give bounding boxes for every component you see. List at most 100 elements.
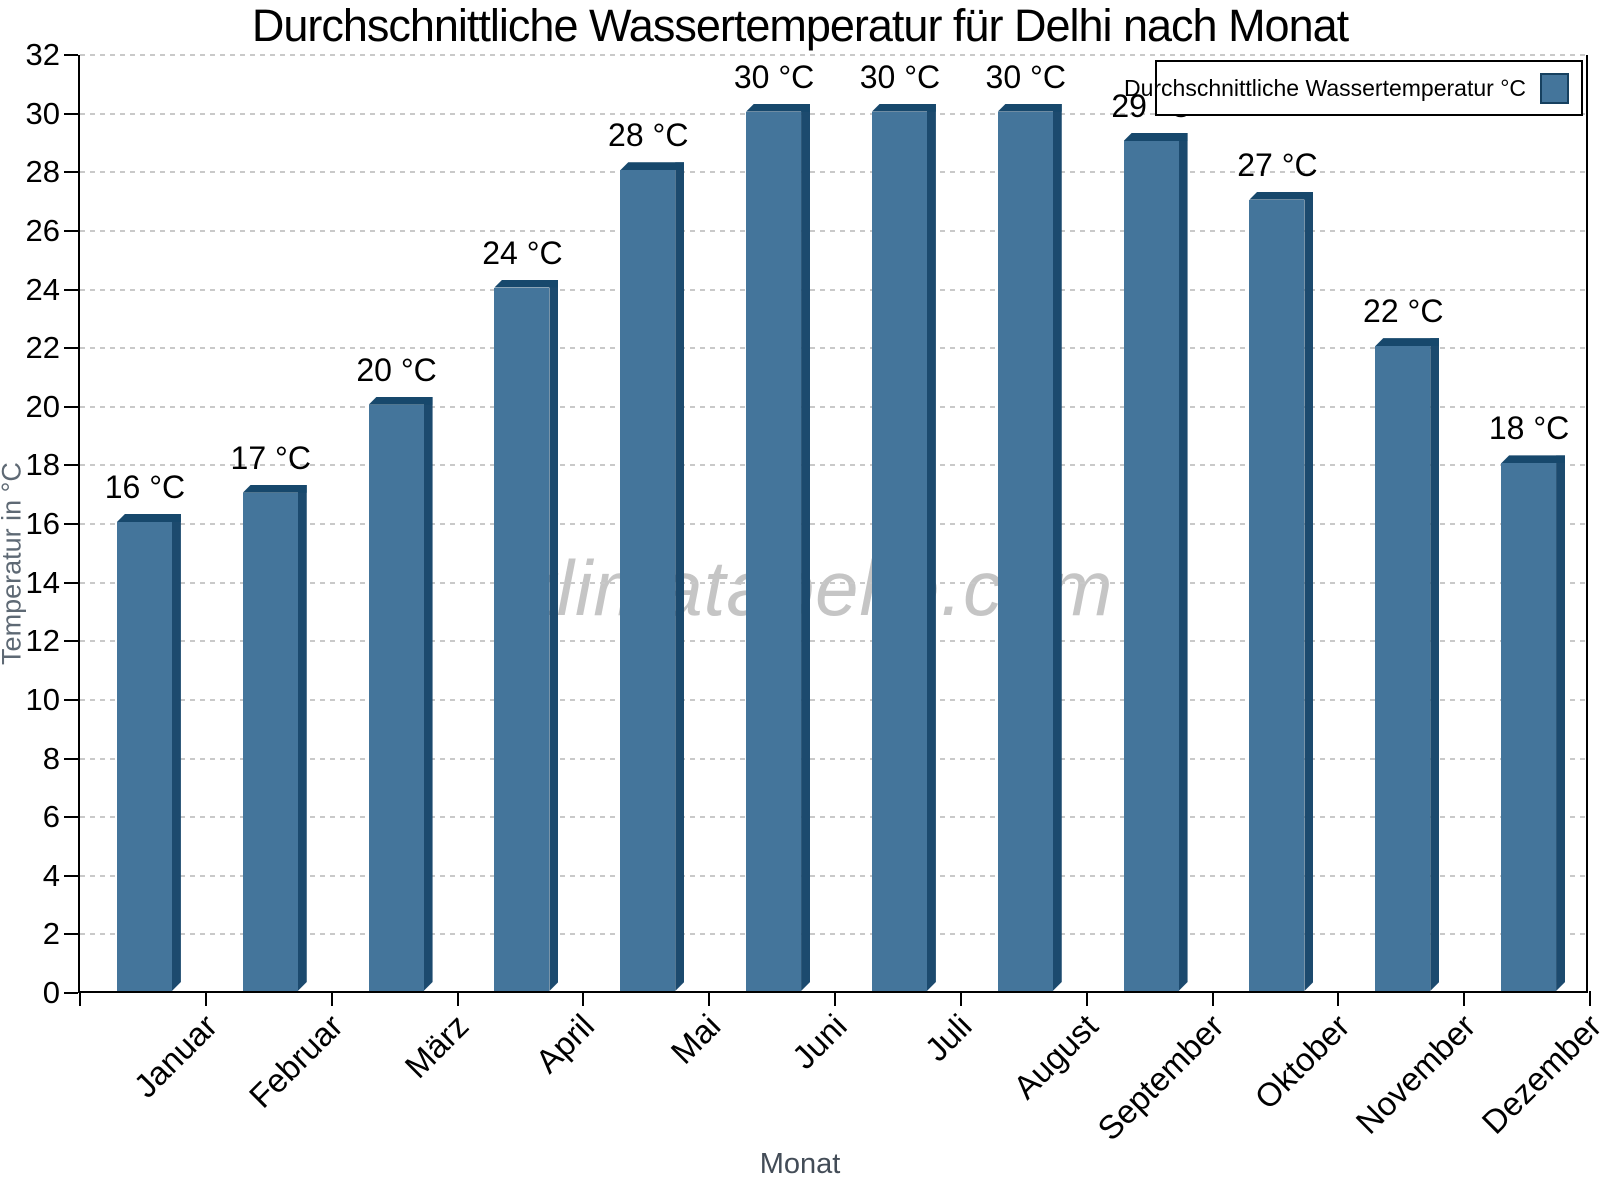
- bar-januar: [116, 514, 181, 991]
- y-tick-28: [64, 171, 78, 174]
- x-tick-7: [959, 991, 962, 1006]
- legend: Durchschnittliche Wassertemperatur °C: [1124, 60, 1583, 116]
- bar-side-face: [298, 485, 307, 991]
- y-tick-label-10: 10: [25, 681, 60, 717]
- bar-front-face: [1123, 140, 1179, 991]
- bar-top-face: [494, 279, 559, 288]
- bar-top-face: [1249, 191, 1314, 200]
- x-tick-label-text: Februar: [242, 1007, 350, 1115]
- y-tick-label-0: 0: [42, 975, 60, 1010]
- x-tick-label-text: Oktober: [1247, 1007, 1357, 1117]
- bar-top-face: [1123, 132, 1188, 141]
- y-tick-label-4: 4: [42, 857, 60, 893]
- chart-title: Durchschnittliche Wassertemperatur für D…: [251, 0, 1349, 51]
- x-tick-10: [1337, 991, 1340, 1006]
- bar-juli: [871, 103, 936, 991]
- x-tick-5: [708, 991, 711, 1006]
- x-tick-1: [204, 991, 207, 1006]
- y-tick-label-14: 14: [25, 564, 60, 600]
- gridline-18: [80, 464, 1586, 467]
- bar-top-face: [871, 103, 936, 112]
- y-tick-label-24: 24: [25, 271, 60, 307]
- legend-swatch-icon: [1540, 72, 1569, 104]
- y-tick-label-2: 2: [42, 916, 60, 952]
- bar-side-face: [1304, 192, 1313, 991]
- y-tick-26: [64, 229, 78, 232]
- x-tick-12: [1589, 991, 1591, 1006]
- bar-value-label-april: 24 °C: [482, 234, 563, 271]
- y-tick-18: [64, 464, 78, 467]
- bar-value-label-november: 22 °C: [1363, 293, 1444, 330]
- x-tick-label-text: März: [397, 1007, 476, 1086]
- x-tick-8: [1085, 991, 1088, 1006]
- x-tick-label-text: September: [1090, 1007, 1231, 1148]
- x-tick-2: [330, 991, 333, 1006]
- bar-side-face: [1556, 455, 1565, 991]
- bar-top-face: [368, 396, 433, 405]
- x-tick-label-text: April: [528, 1007, 602, 1080]
- bar-value-label-dezember: 18 °C: [1488, 410, 1570, 447]
- plot-area: klimatabelle.com 16 °C 17 °C 20 °C 24 °C 28 …: [64, 54, 1591, 1006]
- bar-top-face: [620, 162, 685, 171]
- bar-side-face: [1430, 338, 1439, 991]
- bar-front-face: [871, 111, 927, 991]
- y-tick-4: [64, 874, 78, 877]
- y-tick-30: [64, 112, 78, 115]
- bar-top-face: [116, 514, 181, 522]
- bar-side-face: [675, 162, 684, 991]
- bar-side-face: [172, 514, 181, 991]
- gridline-24: [80, 288, 1586, 291]
- bar-front-face: [620, 170, 676, 991]
- x-tick-label-text: November: [1348, 1007, 1483, 1141]
- gridline-4: [80, 874, 1586, 877]
- bar-oktober: [1249, 191, 1314, 991]
- y-tick-2: [64, 933, 78, 936]
- gridline-22: [80, 347, 1586, 350]
- y-tick-label-18: 18: [25, 447, 60, 483]
- gridline-2: [80, 933, 1586, 936]
- bar-top-face: [1375, 338, 1440, 347]
- x-tick-label-text: Juli: [917, 1007, 980, 1069]
- gridline-12: [80, 640, 1586, 643]
- y-tick-24: [64, 288, 78, 291]
- legend-label: Durchschnittliche Wassertemperatur °C: [1123, 74, 1526, 101]
- gridline-26: [80, 229, 1586, 232]
- y-tick-10: [64, 698, 78, 701]
- bar-februar: [242, 484, 307, 991]
- gridline-8: [80, 757, 1586, 760]
- y-tick-label-16: 16: [25, 506, 60, 541]
- y-tick-20: [64, 405, 78, 408]
- gridline-32: [80, 54, 1586, 56]
- bar-november: [1375, 338, 1440, 991]
- x-tick-label-text: Mai: [663, 1007, 728, 1071]
- y-tick-16: [64, 523, 78, 525]
- bar-front-face: [997, 111, 1053, 991]
- bar-front-face: [494, 287, 550, 991]
- x-tick-3: [456, 991, 459, 1006]
- y-tick-22: [64, 347, 78, 350]
- y-tick-label-22: 22: [25, 330, 60, 366]
- bar-side-face: [549, 280, 558, 992]
- bar-front-face: [368, 404, 424, 991]
- bar-side-face: [1053, 104, 1062, 991]
- bar-value-label-juli: 30 °C: [859, 58, 941, 95]
- y-tick-label-12: 12: [25, 623, 60, 659]
- y-tick-0: [64, 992, 78, 994]
- x-tick-9: [1211, 991, 1214, 1006]
- bar-value-label-juni: 30 °C: [733, 58, 815, 95]
- x-tick-label-text: Januar: [126, 1007, 225, 1105]
- y-tick-12: [64, 640, 78, 643]
- y-tick-label-8: 8: [42, 740, 60, 776]
- y-tick-label-28: 28: [25, 154, 60, 190]
- bar-front-face: [1375, 346, 1431, 991]
- bar-front-face: [746, 111, 802, 991]
- x-tick-6: [834, 991, 836, 1006]
- y-tick-8: [64, 757, 78, 760]
- bar-value-label-februar: 17 °C: [230, 439, 311, 476]
- bar-front-face: [242, 492, 298, 991]
- bar-value-label-januar: 16 °C: [104, 469, 186, 505]
- x-tick-4: [582, 991, 585, 1006]
- bar-dezember: [1501, 455, 1566, 991]
- y-tick-label-32: 32: [25, 37, 60, 72]
